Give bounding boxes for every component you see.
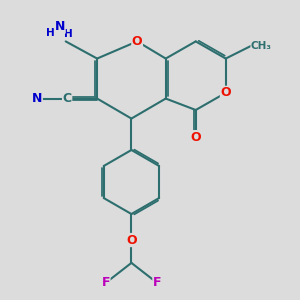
Text: F: F (101, 276, 110, 290)
Text: CH₃: CH₃ (251, 41, 272, 51)
Text: O: O (190, 130, 201, 144)
Text: O: O (126, 233, 137, 247)
Text: H: H (64, 29, 73, 39)
Text: N: N (32, 92, 42, 105)
Text: O: O (220, 86, 231, 99)
Text: N: N (55, 20, 65, 33)
Text: F: F (153, 276, 161, 290)
Text: O: O (132, 35, 142, 48)
Text: H: H (46, 28, 54, 38)
Text: C: C (63, 92, 72, 105)
